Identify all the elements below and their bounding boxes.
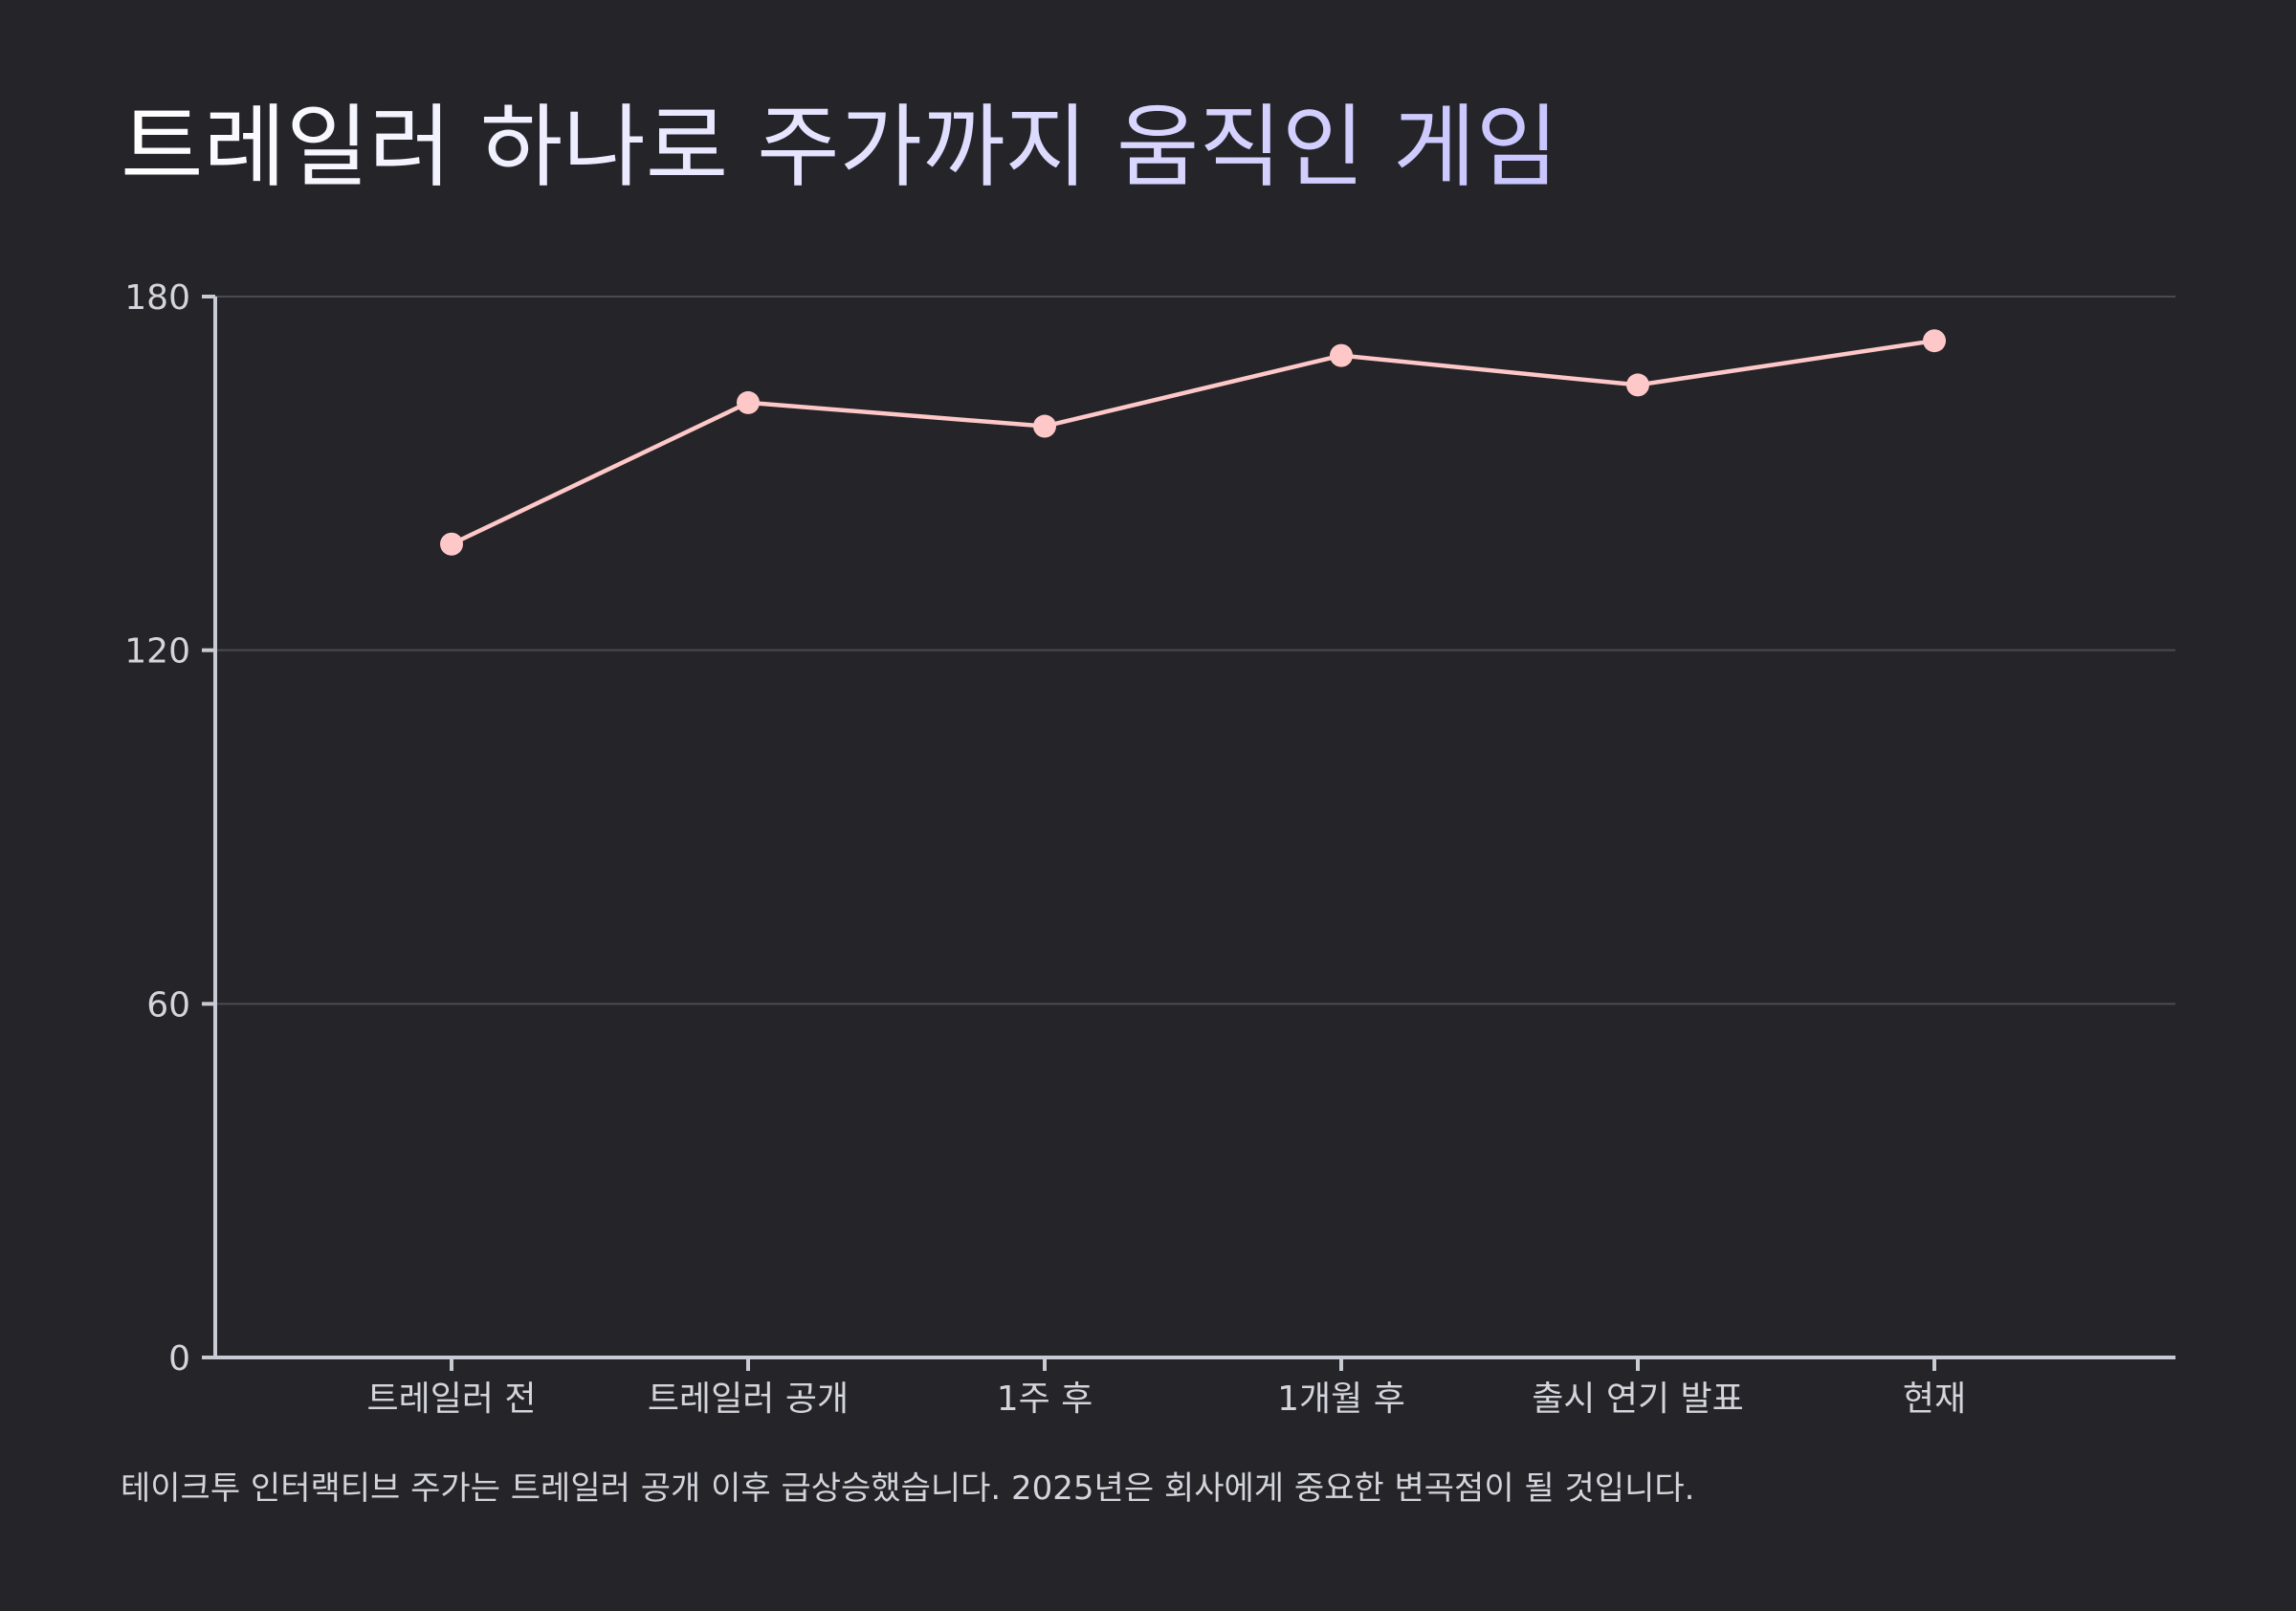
chart-title: 트레일러 하나로 주가까지 움직인 게임 — [121, 96, 1558, 200]
y-tick-label: 120 — [124, 632, 190, 672]
x-tick-label: 출시 연기 발표 — [1532, 1379, 1744, 1419]
data-point — [1033, 414, 1056, 438]
x-tick-label: 트레일러 전 — [366, 1379, 536, 1419]
data-point — [440, 532, 463, 556]
y-tick-label: 0 — [168, 1339, 190, 1379]
grid-lines — [215, 296, 2175, 1005]
x-tick-label: 트레일러 공개 — [648, 1379, 849, 1419]
x-tick-label: 1개월 후 — [1277, 1379, 1405, 1419]
data-points — [440, 329, 1946, 556]
x-axis-ticks: 트레일러 전 트레일러 공개 1주 후 1개월 후 출시 연기 발표 현재 — [366, 1357, 1966, 1419]
x-tick-label: 1주 후 — [997, 1379, 1093, 1419]
data-point — [737, 390, 760, 414]
data-point — [1923, 329, 1946, 353]
chart-caption: 테이크투 인터랙티브 주가는 트레일러 공개 이후 급상승했습니다. 2025년… — [121, 1469, 1694, 1508]
data-point — [1330, 343, 1353, 367]
y-tick-label: 60 — [146, 985, 190, 1025]
series-line — [451, 338, 1935, 546]
y-axis-ticks: 0 60 120 180 — [124, 278, 215, 1379]
x-tick-label: 현재 — [1903, 1379, 1966, 1419]
data-point — [1626, 373, 1649, 397]
y-tick-label: 180 — [124, 278, 190, 318]
